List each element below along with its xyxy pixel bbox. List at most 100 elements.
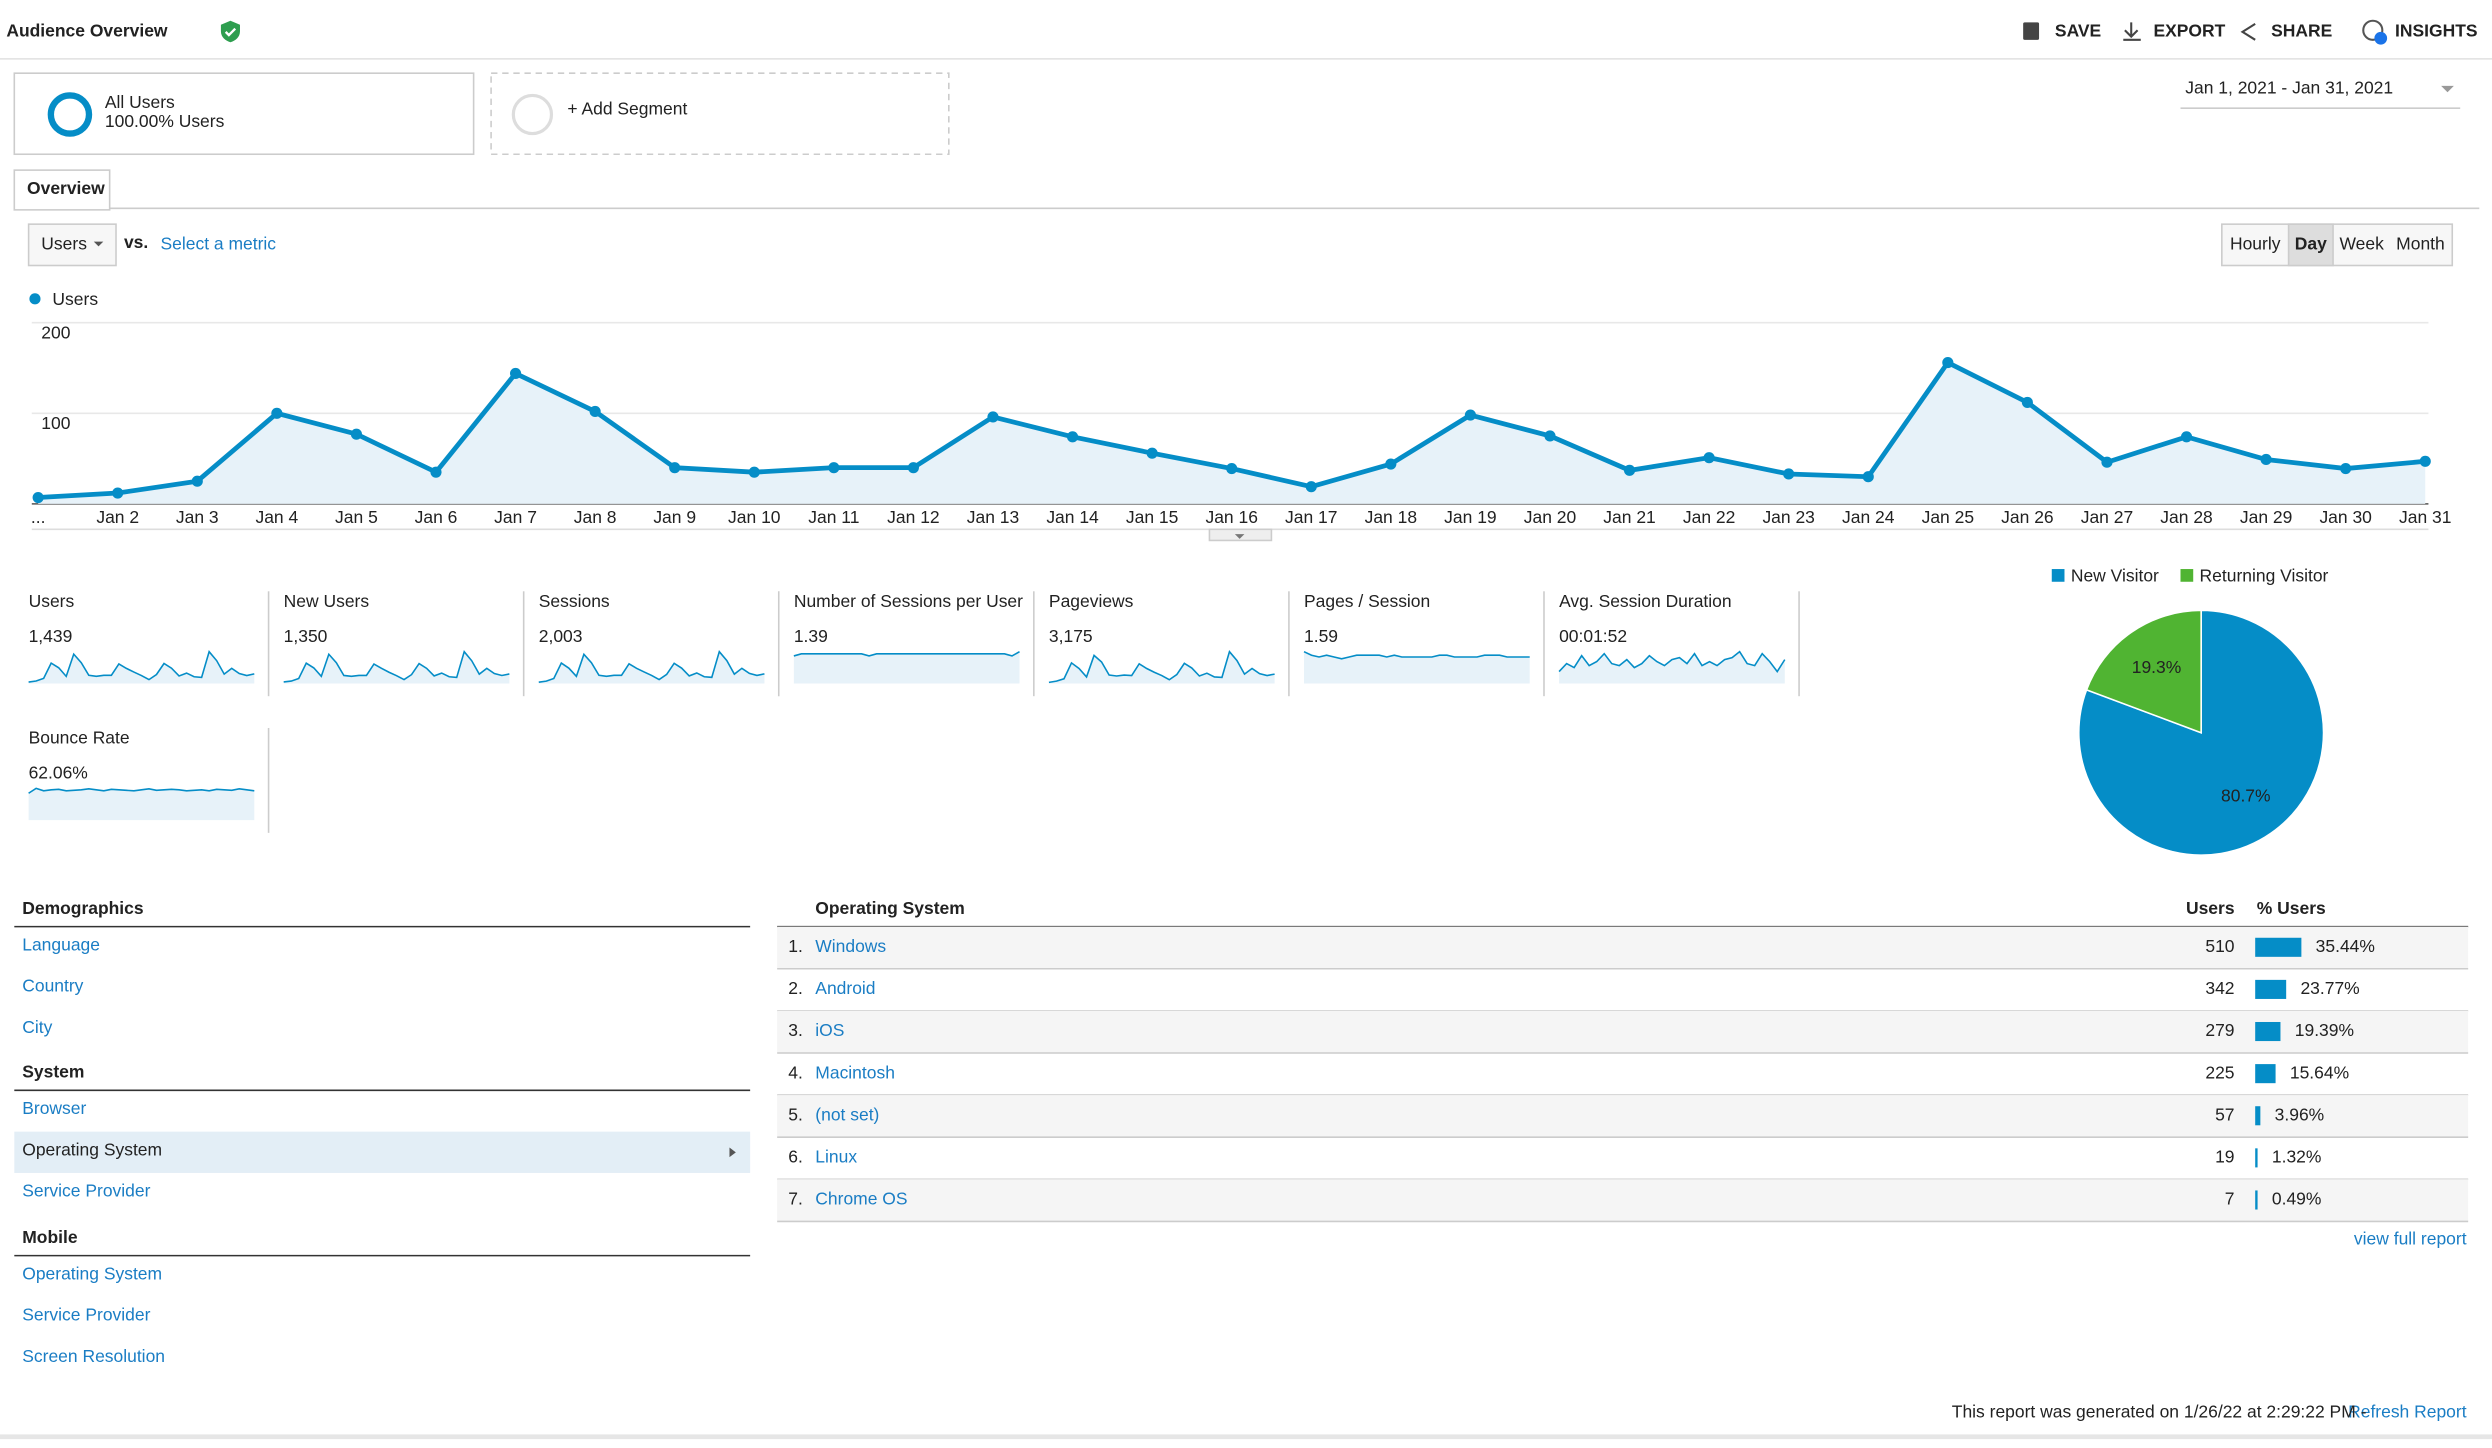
pct-label: 15.64% bbox=[2290, 1062, 2349, 1082]
row-rank: 5. bbox=[788, 1104, 803, 1124]
header-action[interactable]: EXPORT bbox=[2153, 20, 2225, 40]
data-point bbox=[1305, 481, 1317, 493]
granularity-button[interactable]: Hourly bbox=[2230, 233, 2281, 253]
verified-icon bbox=[220, 20, 240, 43]
pie-label: 80.7% bbox=[2221, 786, 2271, 806]
sparkline-area bbox=[1559, 651, 1785, 684]
row-name[interactable]: Windows bbox=[815, 936, 886, 956]
data-point bbox=[1862, 471, 1874, 483]
pct-label: 0.49% bbox=[2272, 1189, 2322, 1209]
refresh-report[interactable]: Refresh Report bbox=[2348, 1402, 2467, 1422]
data-point bbox=[510, 367, 522, 379]
granularity-button[interactable]: Day bbox=[2295, 233, 2327, 253]
row-users: 57 bbox=[2215, 1104, 2234, 1124]
select-metric[interactable]: Select a metric bbox=[161, 233, 277, 253]
data-point bbox=[430, 466, 442, 478]
nav-link[interactable]: Operating System bbox=[22, 1263, 162, 1283]
sparkline bbox=[283, 650, 510, 683]
granularity-button[interactable]: Week bbox=[2340, 233, 2385, 253]
pct-bar bbox=[2255, 1064, 2276, 1084]
nav-link[interactable]: Browser bbox=[22, 1098, 86, 1118]
page-title: Audience Overview bbox=[6, 20, 168, 40]
pct-label: 3.96% bbox=[2275, 1104, 2325, 1124]
data-point bbox=[1942, 357, 1954, 369]
x-tick-label: Jan 18 bbox=[1365, 507, 1417, 527]
insights-icon[interactable] bbox=[2362, 19, 2384, 41]
table-header: % Users bbox=[2257, 898, 2326, 918]
add-segment-card[interactable] bbox=[490, 72, 950, 156]
row-name[interactable]: Linux bbox=[815, 1147, 857, 1167]
nav-link[interactable]: Service Provider bbox=[22, 1181, 150, 1201]
row-rank: 4. bbox=[788, 1062, 803, 1082]
legend-marker bbox=[2180, 569, 2194, 582]
metric-value: 2,003 bbox=[539, 626, 583, 646]
header-action[interactable]: SAVE bbox=[2055, 20, 2101, 40]
x-tick-label: Jan 19 bbox=[1444, 507, 1496, 527]
nav-selected-row bbox=[14, 1131, 751, 1173]
date-caret[interactable] bbox=[2441, 85, 2454, 93]
row-rank: 7. bbox=[788, 1189, 803, 1209]
pct-bar bbox=[2255, 1106, 2261, 1126]
x-tick-label: Jan 25 bbox=[1922, 507, 1974, 527]
metric-select[interactable]: Users bbox=[41, 233, 87, 253]
metric-value: 00:01:52 bbox=[1559, 626, 1627, 646]
x-tick-label: Jan 20 bbox=[1524, 507, 1577, 527]
data-point bbox=[589, 405, 601, 418]
pct-label: 1.32% bbox=[2272, 1147, 2322, 1167]
granularity-button[interactable]: Month bbox=[2396, 233, 2445, 253]
date-range[interactable]: Jan 1, 2021 - Jan 31, 2021 bbox=[2185, 78, 2393, 98]
row-users: 342 bbox=[2205, 978, 2234, 998]
row-name[interactable]: Android bbox=[815, 978, 875, 998]
segment-card[interactable] bbox=[13, 72, 475, 156]
row-name[interactable]: Chrome OS bbox=[815, 1189, 907, 1209]
row-name[interactable]: iOS bbox=[815, 1020, 844, 1040]
footer-text: This report was generated on 1/26/22 at … bbox=[1952, 1402, 2367, 1422]
insights-badge bbox=[2374, 31, 2388, 45]
data-point bbox=[1464, 409, 1476, 421]
add-segment[interactable]: + Add Segment bbox=[567, 98, 687, 118]
nav-link[interactable]: Service Provider bbox=[22, 1305, 150, 1325]
data-point bbox=[1146, 447, 1158, 459]
metric-dropdown[interactable] bbox=[27, 223, 117, 267]
dropdown-caret bbox=[93, 241, 104, 247]
tab-box[interactable] bbox=[13, 169, 111, 211]
x-tick-label: Jan 7 bbox=[494, 507, 537, 527]
legend-label: Users bbox=[52, 289, 98, 309]
share-icon[interactable] bbox=[2240, 23, 2256, 41]
data-point bbox=[2419, 455, 2431, 467]
nav-link[interactable]: Country bbox=[22, 976, 83, 996]
row-name[interactable]: Macintosh bbox=[815, 1062, 895, 1082]
x-tick-label: Jan 22 bbox=[1683, 507, 1735, 527]
header-action[interactable]: SHARE bbox=[2271, 20, 2332, 40]
table-row-bg bbox=[777, 1010, 2469, 1053]
pct-bar bbox=[2255, 979, 2287, 999]
nav-link[interactable]: Operating System bbox=[22, 1139, 162, 1159]
granularity-group bbox=[2221, 223, 2454, 267]
x-tick-label: Jan 8 bbox=[574, 507, 617, 527]
pct-bar bbox=[2255, 1148, 2258, 1168]
header-action[interactable]: INSIGHTS bbox=[2395, 20, 2478, 40]
view-full-report[interactable]: view full report bbox=[2354, 1228, 2467, 1248]
pct-label: 35.44% bbox=[2316, 936, 2375, 956]
data-point bbox=[1623, 464, 1636, 476]
tab-label[interactable]: Overview bbox=[27, 178, 105, 198]
table-header: Users bbox=[2186, 898, 2235, 918]
nav-link[interactable]: City bbox=[22, 1017, 52, 1037]
metric-value: 1.59 bbox=[1304, 626, 1338, 646]
nav-section-title: Mobile bbox=[22, 1227, 78, 1247]
x-tick-label: Jan 13 bbox=[967, 507, 1019, 527]
data-point bbox=[1226, 462, 1238, 475]
sparkline bbox=[28, 650, 255, 683]
legend-marker bbox=[2051, 569, 2065, 582]
nav-link[interactable]: Language bbox=[22, 934, 100, 954]
save-icon[interactable] bbox=[2023, 22, 2040, 40]
segment-ring bbox=[47, 92, 93, 137]
metric-label: Avg. Session Duration bbox=[1559, 591, 1732, 611]
data-point bbox=[2180, 431, 2193, 443]
x-tick-label: Jan 2 bbox=[96, 507, 139, 527]
row-name[interactable]: (not set) bbox=[815, 1104, 879, 1124]
nav-link[interactable]: Screen Resolution bbox=[22, 1346, 165, 1366]
data-point bbox=[2021, 396, 2033, 408]
export-icon[interactable] bbox=[2123, 22, 2141, 41]
